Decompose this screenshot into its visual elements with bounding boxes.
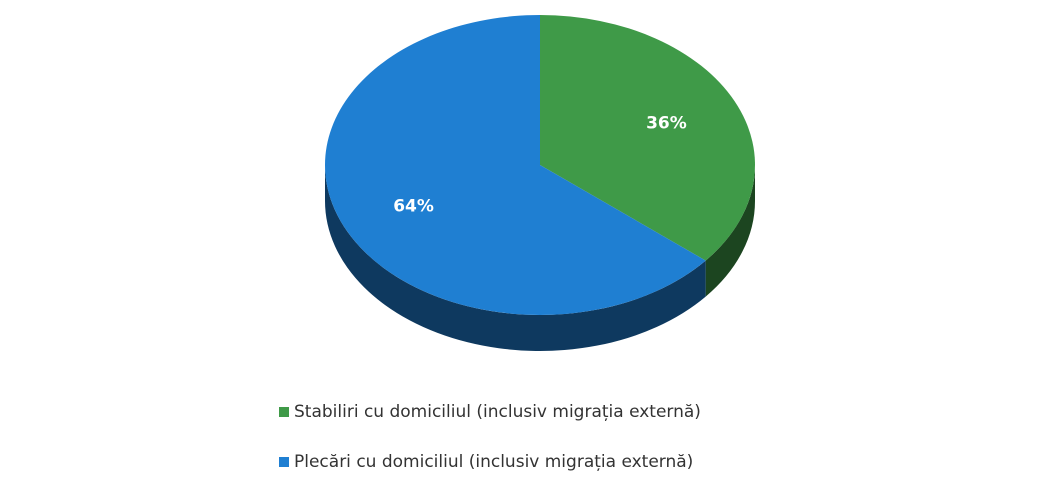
data-label: 36% xyxy=(646,113,687,133)
pie-side xyxy=(325,165,706,351)
pie-slice xyxy=(324,15,706,315)
pie-side xyxy=(705,165,755,297)
legend-label: Stabiliri cu domiciliul (inclusiv migraț… xyxy=(294,402,701,422)
legend-swatch xyxy=(279,457,289,467)
data-label: 64% xyxy=(393,197,434,217)
legend-label: Plecări cu domiciliul (inclusiv migrația… xyxy=(294,452,693,472)
legend-swatch xyxy=(279,407,289,417)
pie-slice xyxy=(540,15,755,261)
